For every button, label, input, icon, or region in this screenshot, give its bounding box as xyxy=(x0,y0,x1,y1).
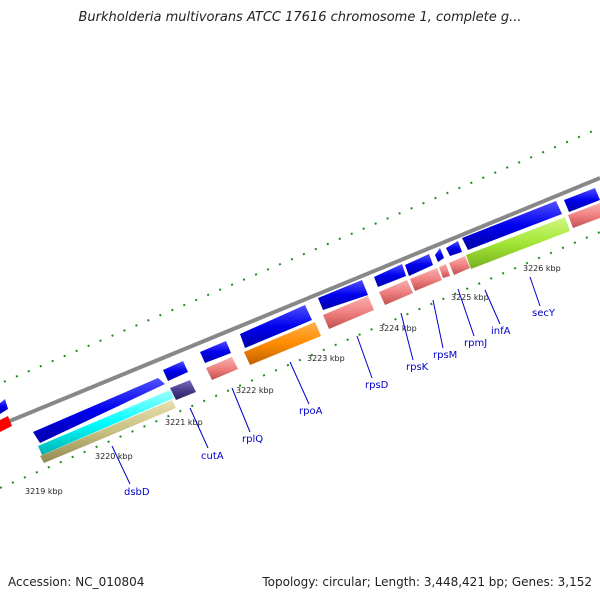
rpoA-bar[interactable] xyxy=(244,322,321,365)
gene-label-infA[interactable]: infA xyxy=(491,326,511,337)
feature-category-bars[interactable] xyxy=(0,203,600,463)
gene-label-dsbD[interactable]: dsbD xyxy=(124,487,150,498)
gene-label-rpoA[interactable]: rpoA xyxy=(299,406,323,417)
dsbD-arrow[interactable] xyxy=(33,378,165,443)
rpsD-bar[interactable] xyxy=(323,296,374,329)
rplQ-bar[interactable] xyxy=(206,357,238,380)
rpmJ-bar[interactable] xyxy=(439,264,450,278)
rpsM-bar[interactable] xyxy=(410,268,442,291)
gene-labels[interactable]: dsbD cutA rplQ rpoA rpsD rpsK rpsM rpmJ … xyxy=(124,308,556,498)
accession-text: Accession: NC_010804 xyxy=(8,575,145,589)
kbp-label: 3225 kbp xyxy=(451,293,489,302)
secY-bar[interactable] xyxy=(466,217,570,269)
gene-label-rplQ[interactable]: rplQ xyxy=(242,434,263,445)
kbp-label: 3223 kbp xyxy=(307,354,345,363)
gene-label-rpsM[interactable]: rpsM xyxy=(433,350,457,361)
gene-leader-lines xyxy=(111,276,541,485)
gene-arrow[interactable] xyxy=(318,280,368,310)
kbp-label: 3222 kbp xyxy=(236,386,274,395)
gene-label-rpmJ[interactable]: rpmJ xyxy=(464,338,487,349)
map-title: Burkholderia multivorans ATCC 17616 chro… xyxy=(78,10,522,25)
gene-arrow[interactable] xyxy=(0,399,8,414)
next-gene-bar[interactable] xyxy=(568,203,600,228)
gene-arrow[interactable] xyxy=(240,305,312,348)
gene-label-rpsD[interactable]: rpsD xyxy=(365,380,389,391)
secY-arrow[interactable] xyxy=(462,201,562,250)
kbp-label: 3226 kbp xyxy=(523,264,561,273)
gene-arrow[interactable] xyxy=(446,241,462,256)
gene-label-secY[interactable]: secY xyxy=(532,308,556,319)
kbp-label: 3220 kbp xyxy=(95,452,133,461)
gene-arrow[interactable] xyxy=(163,361,188,381)
kbp-label: 3219 kbp xyxy=(25,487,63,496)
topology-summary: Topology: circular; Length: 3,448,421 bp… xyxy=(262,575,592,589)
gene-arrow[interactable] xyxy=(374,264,406,287)
kbp-scale: 3219 kbp 3220 kbp 3221 kbp 3222 kbp 3223… xyxy=(25,264,561,496)
gene-arrow[interactable] xyxy=(405,254,433,276)
infA-bar[interactable] xyxy=(449,256,470,275)
dsbD-cyan-bar[interactable] xyxy=(38,390,174,455)
gene-label-cutA[interactable]: cutA xyxy=(201,451,224,462)
red-feature[interactable] xyxy=(0,416,12,432)
dsbD-khaki-bar[interactable] xyxy=(40,400,176,463)
kbp-label: 3224 kbp xyxy=(379,324,417,333)
cutA-arrow[interactable] xyxy=(200,341,231,363)
gene-arrow[interactable] xyxy=(435,248,444,262)
inner-tick-track xyxy=(0,231,600,489)
forward-strand-features[interactable] xyxy=(0,188,600,443)
gene-arrow[interactable] xyxy=(564,188,600,212)
cutA-purple-bar[interactable] xyxy=(170,380,196,400)
outer-tick-track xyxy=(0,127,600,385)
rpsK-bar[interactable] xyxy=(379,280,413,305)
gene-label-rpsK[interactable]: rpsK xyxy=(406,362,429,373)
genome-backbone xyxy=(0,176,600,427)
kbp-label: 3221 kbp xyxy=(165,418,203,427)
